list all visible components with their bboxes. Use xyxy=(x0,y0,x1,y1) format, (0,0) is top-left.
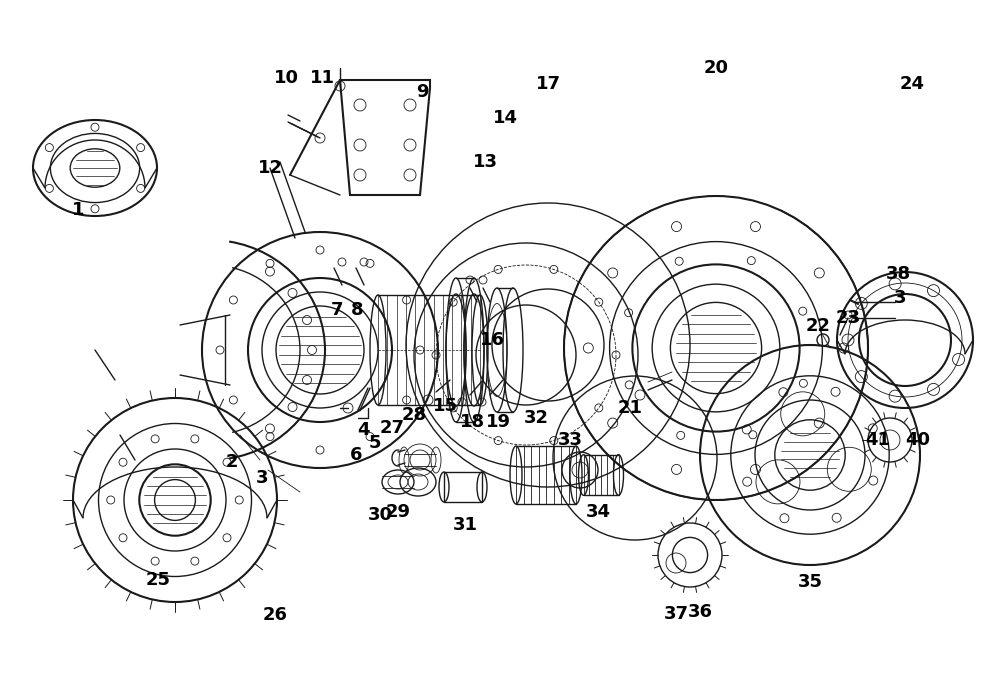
Text: 20: 20 xyxy=(704,59,728,77)
Text: 21: 21 xyxy=(618,399,642,417)
Text: 34: 34 xyxy=(586,503,610,521)
Text: 17: 17 xyxy=(536,75,560,93)
Text: 13: 13 xyxy=(473,153,498,171)
Text: 3: 3 xyxy=(894,289,906,307)
Text: 15: 15 xyxy=(432,397,458,415)
Text: 33: 33 xyxy=(558,431,582,449)
Text: 18: 18 xyxy=(459,413,485,431)
Text: 1: 1 xyxy=(72,201,84,219)
Text: 32: 32 xyxy=(524,409,548,427)
Text: 40: 40 xyxy=(906,431,930,449)
Text: 4: 4 xyxy=(357,421,369,439)
Text: 25: 25 xyxy=(146,571,170,589)
Text: 28: 28 xyxy=(401,406,427,424)
Text: 12: 12 xyxy=(258,159,283,177)
Text: 29: 29 xyxy=(386,503,411,521)
Text: 6: 6 xyxy=(350,446,362,464)
Text: 24: 24 xyxy=(900,75,924,93)
Text: 7: 7 xyxy=(331,301,343,319)
Text: 10: 10 xyxy=(274,69,298,87)
Text: 5: 5 xyxy=(369,434,381,452)
Text: 23: 23 xyxy=(836,309,860,327)
Text: 27: 27 xyxy=(380,419,404,437)
Text: 31: 31 xyxy=(452,516,478,534)
Text: 3: 3 xyxy=(256,469,268,487)
Text: 37: 37 xyxy=(664,605,688,623)
Text: 38: 38 xyxy=(885,265,911,283)
Text: 9: 9 xyxy=(416,83,428,101)
Text: 11: 11 xyxy=(310,69,334,87)
Bar xyxy=(444,472,482,502)
Text: 22: 22 xyxy=(806,317,830,335)
Text: 16: 16 xyxy=(480,331,505,349)
Text: 30: 30 xyxy=(368,506,392,524)
Text: 14: 14 xyxy=(492,109,518,127)
Text: 8: 8 xyxy=(351,301,363,319)
Text: 26: 26 xyxy=(262,606,288,624)
Text: 2: 2 xyxy=(226,453,238,471)
Text: 36: 36 xyxy=(688,603,712,621)
Text: 35: 35 xyxy=(798,573,822,591)
Text: 41: 41 xyxy=(866,431,891,449)
Text: 19: 19 xyxy=(486,413,511,431)
